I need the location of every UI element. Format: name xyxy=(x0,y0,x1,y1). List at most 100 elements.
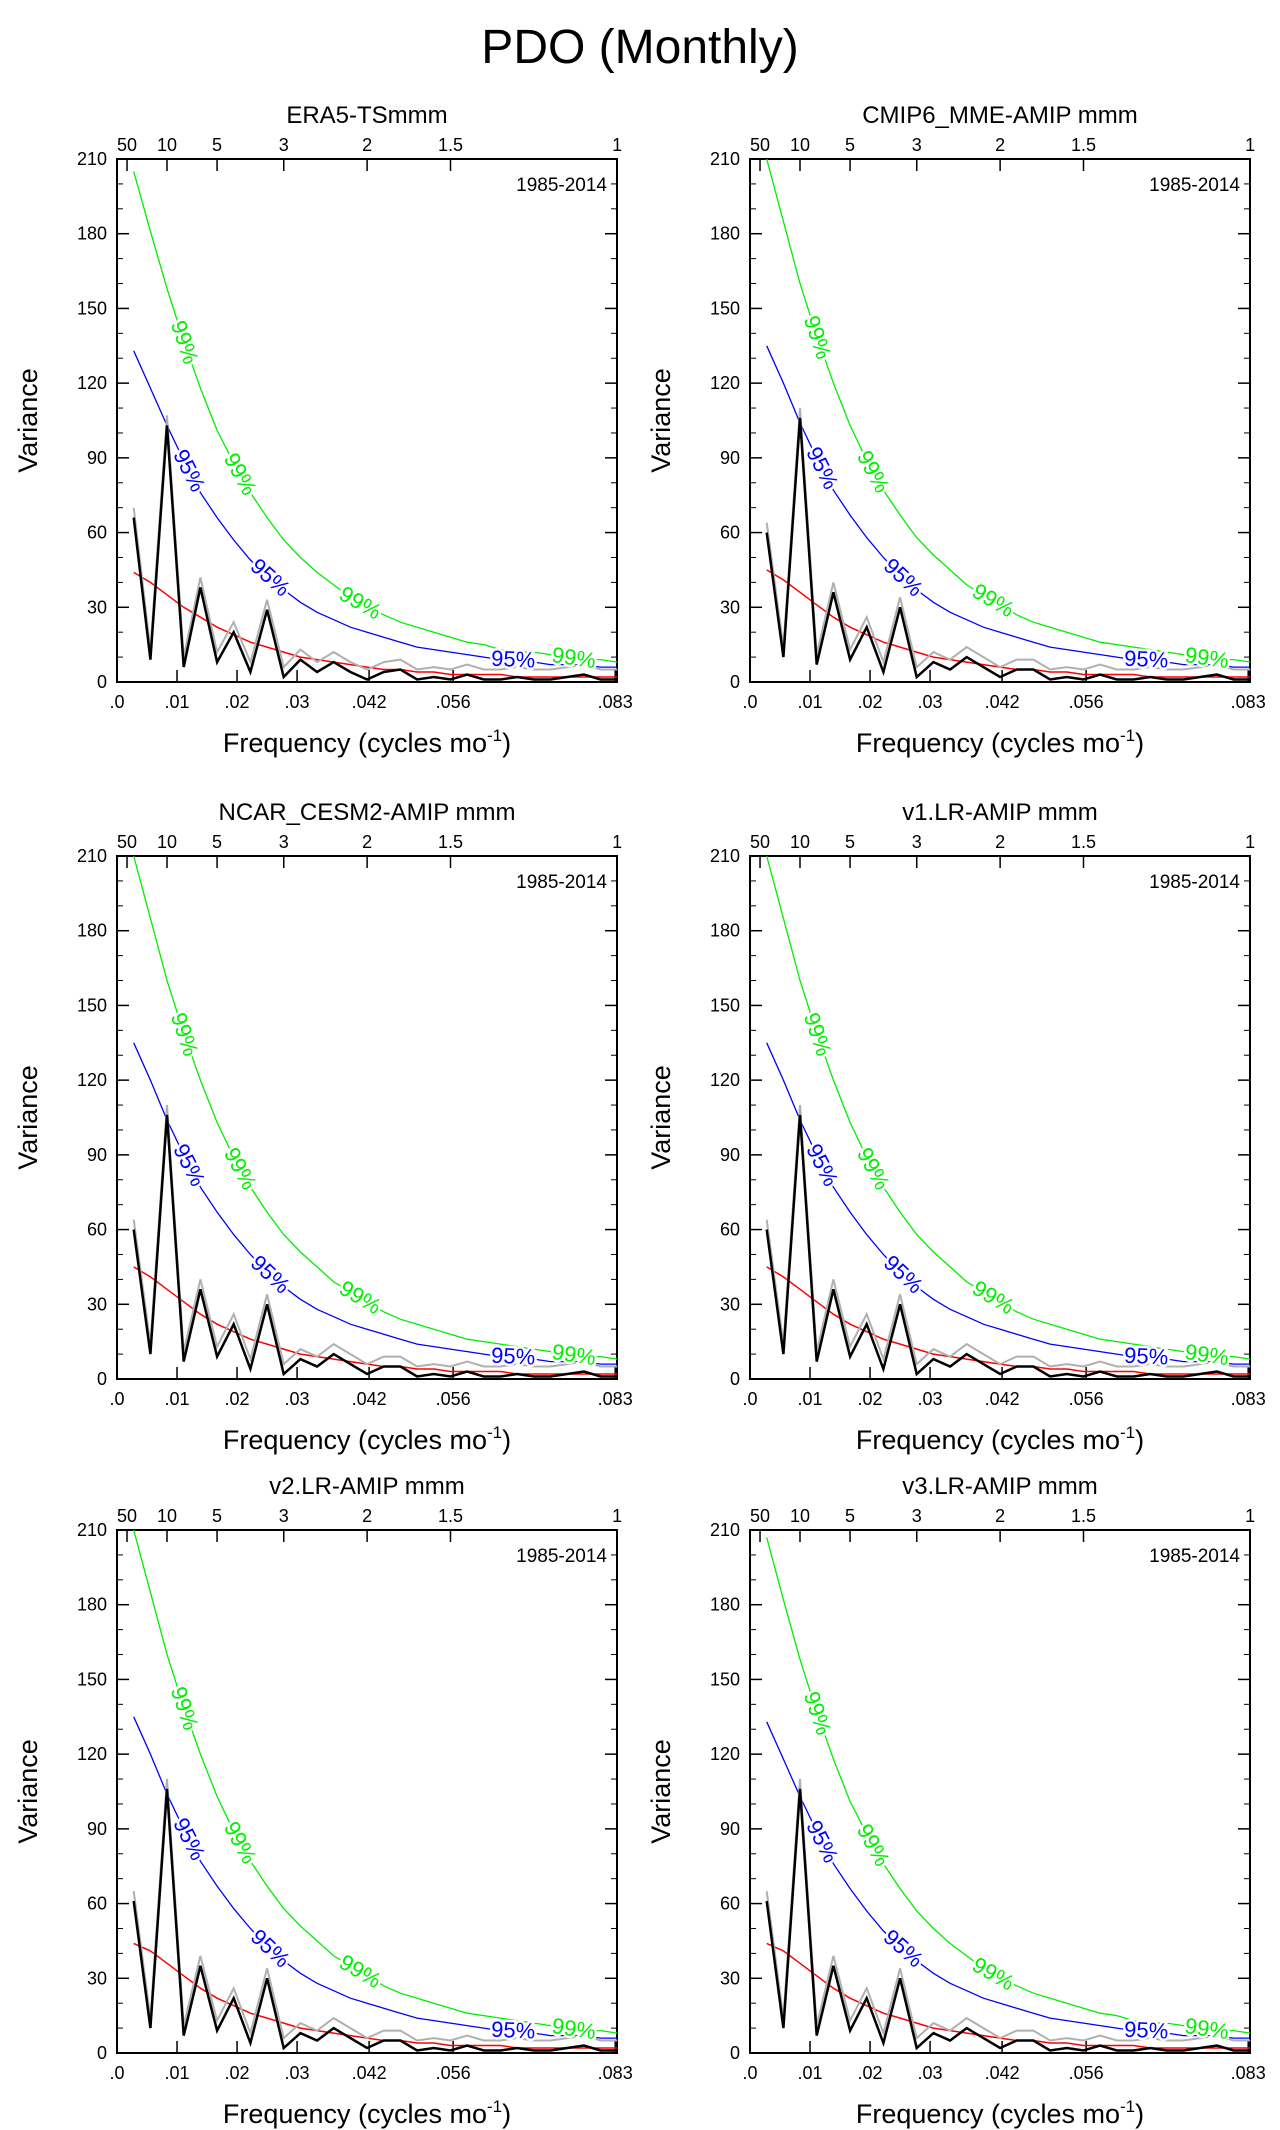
ci95-line xyxy=(133,1042,618,1365)
chart-panel-1: 0306090120150180210.0.01.02.03.042.056.0… xyxy=(13,102,633,758)
y-tick-label: 0 xyxy=(97,672,107,692)
ci95-label: 95% xyxy=(1124,1343,1169,1370)
top-tick-label: 1.5 xyxy=(438,832,463,852)
ci99-label: 99% xyxy=(1183,1339,1230,1370)
x-tick-label: .0 xyxy=(109,692,124,712)
x-tick-label: .0 xyxy=(742,1389,757,1409)
y-tick-label: 120 xyxy=(710,373,740,393)
ci99-label: 99% xyxy=(335,581,386,625)
x-tick-label: .02 xyxy=(225,1389,250,1409)
top-tick-label: 2 xyxy=(362,832,372,852)
red-noise-line xyxy=(133,571,618,678)
top-tick-label: 1.5 xyxy=(1071,1506,1096,1526)
x-tick-label: .02 xyxy=(858,2063,883,2083)
period-label: 1985-2014 xyxy=(516,872,607,893)
x-tick-label: .03 xyxy=(285,2063,310,2083)
x-tick-label: .083 xyxy=(1231,2063,1266,2083)
y-tick-label: 150 xyxy=(710,298,740,318)
y-tick-label: 210 xyxy=(77,846,107,866)
x-tick-label: .02 xyxy=(858,692,883,712)
top-tick-label: 1 xyxy=(1245,1506,1255,1526)
y-axis-label: Variance xyxy=(646,368,676,473)
ci95-label: 95% xyxy=(168,445,210,496)
y-tick-label: 60 xyxy=(720,1894,740,1914)
x-axis-label-close: ) xyxy=(502,1425,511,1455)
y-axis-label: Variance xyxy=(13,368,43,473)
y-tick-label: 30 xyxy=(720,597,740,617)
spectrum-line xyxy=(765,1788,1251,2052)
x-axis-label-superscript: -1 xyxy=(1120,1423,1135,1442)
y-tick-label: 150 xyxy=(710,1669,740,1689)
top-tick-label: 50 xyxy=(750,1506,770,1526)
x-tick-label: .01 xyxy=(798,1389,823,1409)
y-tick-label: 0 xyxy=(97,1369,107,1389)
spectrum-shade-line xyxy=(765,1778,1251,2042)
ci99-label: 99% xyxy=(968,1275,1019,1319)
x-axis-label: Frequency (cycles mo-1) xyxy=(856,726,1144,758)
y-tick-label: 90 xyxy=(720,1145,740,1165)
top-tick-label: 1.5 xyxy=(438,1506,463,1526)
top-tick-label: 1 xyxy=(612,1506,622,1526)
top-tick-label: 10 xyxy=(790,1506,810,1526)
ci95-label: 95% xyxy=(801,1816,843,1867)
x-axis-label: Frequency (cycles mo-1) xyxy=(856,1423,1144,1455)
ci95-label: 95% xyxy=(801,1140,843,1191)
y-tick-label: 180 xyxy=(710,1595,740,1615)
top-tick-label: 2 xyxy=(995,832,1005,852)
period-label: 1985-2014 xyxy=(516,175,607,196)
ci95-label: 95% xyxy=(168,1140,210,1191)
x-tick-label: .03 xyxy=(918,692,943,712)
x-axis-label-superscript: -1 xyxy=(1120,2097,1135,2116)
chart-panel-6: 0306090120150180210.0.01.02.03.042.056.0… xyxy=(646,1473,1266,2129)
x-axis-label-close: ) xyxy=(502,2099,511,2129)
y-axis-label: Variance xyxy=(13,1739,43,1844)
x-axis-label-close: ) xyxy=(1135,2099,1144,2129)
top-tick-label: 50 xyxy=(750,832,770,852)
top-tick-label: 1 xyxy=(1245,832,1255,852)
spectrum-shade-line xyxy=(765,1104,1251,1368)
ci95-label: 95% xyxy=(1124,646,1169,673)
top-tick-label: 5 xyxy=(212,135,222,155)
y-tick-label: 180 xyxy=(77,1595,107,1615)
x-tick-label: .01 xyxy=(798,692,823,712)
x-axis-label-main: Frequency (cycles mo xyxy=(856,728,1120,758)
ci99-line xyxy=(766,1537,1251,2034)
top-tick-label: 1 xyxy=(612,135,622,155)
x-tick-label: .083 xyxy=(598,1389,633,1409)
top-tick-label: 1 xyxy=(612,832,622,852)
x-axis-label-close: ) xyxy=(502,728,511,758)
ci99-label: 99% xyxy=(799,1009,837,1059)
x-axis-label-main: Frequency (cycles mo xyxy=(856,1425,1120,1455)
top-tick-label: 50 xyxy=(117,832,137,852)
y-tick-label: 180 xyxy=(710,921,740,941)
red-noise-line xyxy=(766,1942,1251,2049)
x-axis-label: Frequency (cycles mo-1) xyxy=(223,1423,511,1455)
x-tick-label: .0 xyxy=(109,2063,124,2083)
red-noise-line xyxy=(766,569,1251,678)
ci99-label: 99% xyxy=(219,449,262,500)
ci99-label: 99% xyxy=(166,1683,204,1733)
y-tick-label: 60 xyxy=(87,1894,107,1914)
y-tick-label: 150 xyxy=(77,995,107,1015)
top-tick-label: 3 xyxy=(912,832,922,852)
chart-panel-3: 0306090120150180210.0.01.02.03.042.056.0… xyxy=(13,799,633,1455)
y-tick-label: 150 xyxy=(77,298,107,318)
x-axis-label-main: Frequency (cycles mo xyxy=(856,2099,1120,2129)
y-tick-label: 30 xyxy=(87,1968,107,1988)
top-tick-label: 5 xyxy=(212,1506,222,1526)
x-tick-label: .083 xyxy=(598,2063,633,2083)
x-tick-label: .056 xyxy=(436,2063,471,2083)
spectrum-shade-line xyxy=(132,1778,618,2042)
y-tick-label: 210 xyxy=(710,1520,740,1540)
top-tick-label: 1.5 xyxy=(1071,135,1096,155)
ci95-line xyxy=(766,1042,1251,1365)
x-tick-label: .042 xyxy=(352,692,387,712)
x-axis-label-superscript: -1 xyxy=(487,1423,502,1442)
y-tick-label: 120 xyxy=(710,1070,740,1090)
ci95-label: 95% xyxy=(491,646,536,673)
top-tick-label: 10 xyxy=(790,832,810,852)
x-tick-label: .01 xyxy=(798,2063,823,2083)
x-tick-label: .056 xyxy=(1069,692,1104,712)
top-tick-label: 10 xyxy=(157,1506,177,1526)
